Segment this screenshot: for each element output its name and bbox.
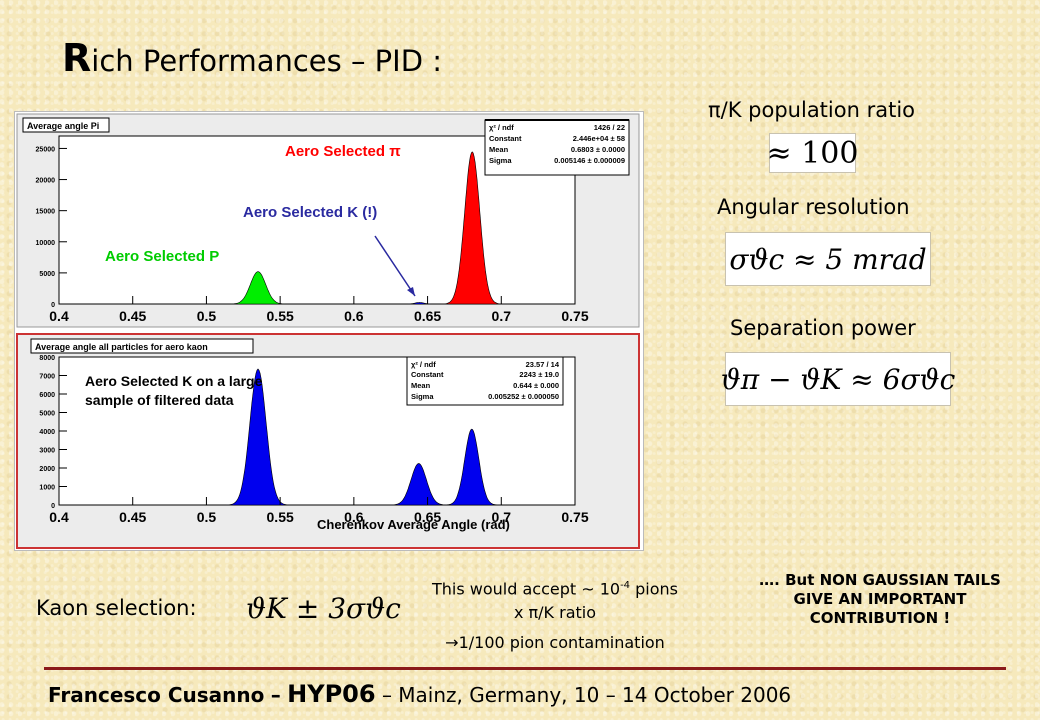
population-value-box: ≈ 100 xyxy=(766,133,859,173)
bottom-annotation-wrap: Aero Selected K on a large sample of fil… xyxy=(85,373,263,408)
bottom-stats-chi2: 23.57 / 14 xyxy=(526,360,560,369)
x-tick-label: 0.7 xyxy=(492,509,512,525)
acceptance-line-2: x π/K ratio xyxy=(513,603,597,623)
acceptance-note: This would accept ~ 10-4 pions x π/K rat… xyxy=(400,574,710,655)
separation-formula: ϑπ − ϑK ≈ 6σϑc xyxy=(720,362,956,396)
bottom-stats-constant-label: Constant xyxy=(411,370,444,379)
x-tick-label: 0.7 xyxy=(492,308,512,324)
bottom-stats-frame xyxy=(406,356,564,406)
bottom-stats-mean-label: Mean xyxy=(411,381,431,390)
x-tick-label: 0.4 xyxy=(49,308,69,324)
top-stats-chi2: 1426 / 22 xyxy=(594,123,625,132)
angular-formula-box: σϑc ≈ 5 mrad xyxy=(725,232,931,286)
footer-conference: HYP06 xyxy=(287,680,376,708)
x-tick-label: 0.45 xyxy=(119,308,146,324)
separation-label: Separation power xyxy=(730,316,916,340)
top-stats-box: χ² / ndf 1426 / 22 Constant 2.446e+04 ± … xyxy=(484,119,630,176)
y-tick-label: 0 xyxy=(51,503,55,510)
acceptance-line-1: This would accept ~ 10-4 pions xyxy=(400,574,710,601)
non-gaussian-note: …. But NON GAUSSIAN TAILS GIVE AN IMPORT… xyxy=(759,571,1001,627)
x-tick-label: 0.5 xyxy=(197,308,217,324)
y-tick-label: 7000 xyxy=(39,374,55,381)
x-tick-label: 0.65 xyxy=(414,308,441,324)
x-tick-label: 0.6 xyxy=(344,308,364,324)
acceptance-line-1-text: This would accept ~ 10 xyxy=(431,579,621,599)
y-tick-label: 1000 xyxy=(39,485,55,492)
annotation-kaon-arrowhead xyxy=(407,287,415,296)
x-tick-label: 0.5 xyxy=(197,509,217,525)
population-value: ≈ 100 xyxy=(766,135,859,171)
bottom-x-axis-label: Cherenkov Average Angle (rad) xyxy=(317,517,510,532)
bottom-stats-constant: 2243 ± 19.0 xyxy=(519,370,559,379)
x-tick-label: 0.45 xyxy=(119,509,146,525)
y-tick-label: 2000 xyxy=(39,466,55,473)
top-stats-chi2-label: χ² / ndf xyxy=(489,123,514,132)
histogram-svg: Average angle Pi 0.4 0.45 0.5 0.55 0.6 0.65 0.… xyxy=(16,113,640,549)
bottom-stats-sigma-label: Sigma xyxy=(411,392,434,401)
y-tick-label: 3000 xyxy=(39,448,55,455)
x-tick-label: 0.6 xyxy=(344,509,364,525)
y-tick-label: 5000 xyxy=(39,411,55,418)
y-tick-label: 10000 xyxy=(36,240,56,247)
separation-formula-box: ϑπ − ϑK ≈ 6σϑc xyxy=(721,352,955,406)
kaon-selection-formula: ϑK ± 3σϑc xyxy=(246,591,401,625)
annotation-kaon-arrow xyxy=(374,235,416,297)
bottom-annotation: Aero Selected K on a large sample of fil… xyxy=(85,373,263,408)
top-stats-sigma: 0.005146 ± 0.000009 xyxy=(554,156,625,165)
y-tick-label: 20000 xyxy=(36,178,56,185)
top-plot-title-box xyxy=(22,117,110,133)
angular-label: Angular resolution xyxy=(717,195,910,219)
y-tick-label: 25000 xyxy=(36,146,56,153)
y-tick-label: 0 xyxy=(51,302,55,309)
acceptance-exponent: -4 xyxy=(620,580,631,591)
angular-formula: σϑc ≈ 5 mrad xyxy=(729,242,927,276)
acceptance-line-3: →1/100 pion contamination xyxy=(445,633,665,653)
bottom-plot-title: Average angle all particles for aero kao… xyxy=(35,342,208,352)
top-stats-mean-label: Mean xyxy=(489,145,509,154)
y-tick-label: 6000 xyxy=(39,392,55,399)
top-stats-sigma-label: Sigma xyxy=(489,156,512,165)
footer-rule xyxy=(44,667,1006,670)
bottom-stats-mean: 0.644 ± 0.000 xyxy=(513,381,559,390)
footer: Francesco Cusanno – HYP06 – Mainz, Germa… xyxy=(48,680,791,708)
acceptance-line-1-end: pions xyxy=(630,579,679,599)
footer-dash: – xyxy=(270,683,281,707)
top-stats-mean: 0.6803 ± 0.0000 xyxy=(571,145,625,154)
x-tick-label: 0.65 xyxy=(414,509,441,525)
top-plot-title: Average angle Pi xyxy=(27,121,99,131)
x-tick-label: 0.4 xyxy=(49,509,69,525)
y-tick-label: 15000 xyxy=(36,209,56,216)
y-tick-label: 5000 xyxy=(39,271,55,278)
top-plot: 0.4 0.45 0.5 0.55 0.6 0.65 0.7 0.75 0 5000 10000 15… xyxy=(36,146,589,324)
top-stats-constant: 2.446e+04 ± 58 xyxy=(573,134,625,143)
peak-pi xyxy=(436,428,508,506)
annotation-pion: Aero Selected π xyxy=(285,143,401,160)
peak-pi xyxy=(434,151,511,305)
histogram-panel: Average angle Pi 0.4 0.45 0.5 0.55 0.6 0.65 0.… xyxy=(14,111,644,551)
peak-p xyxy=(219,271,297,305)
bottom-stats-sigma: 0.005252 ± 0.000050 xyxy=(488,392,559,401)
annotation-proton: Aero Selected P xyxy=(105,248,219,265)
x-tick-label: 0.55 xyxy=(267,308,294,324)
page-title: Rich Performances – PID : xyxy=(62,36,442,80)
y-tick-label: 4000 xyxy=(39,429,55,436)
top-stats-frame xyxy=(484,119,630,176)
footer-author: Francesco Cusanno xyxy=(48,683,265,707)
title-rest: ich Performances – PID : xyxy=(91,44,443,78)
kaon-selection-label: Kaon selection: xyxy=(36,596,197,620)
bottom-plot: 0.4 0.45 0.5 0.55 0.6 0.65 0.7 0.75 0 1000 2000 300… xyxy=(39,355,588,525)
annotation-kaon: Aero Selected K (!) xyxy=(243,204,377,221)
y-tick-label: 8000 xyxy=(39,355,55,362)
x-tick-label: 0.75 xyxy=(561,509,588,525)
footer-details: – Mainz, Germany, 10 – 14 October 2006 xyxy=(381,683,792,707)
bottom-stats-box: χ² / ndf 23.57 / 14 Constant 2243 ± 19.0… xyxy=(406,356,564,406)
bottom-stats-chi2-label: χ² / ndf xyxy=(411,360,436,369)
population-label: π/K population ratio xyxy=(708,98,916,122)
peak-p xyxy=(217,368,299,506)
x-tick-label: 0.55 xyxy=(267,509,294,525)
title-first-letter: R xyxy=(62,36,92,80)
x-tick-label: 0.75 xyxy=(561,308,588,324)
bottom-plot-title-box xyxy=(30,338,254,354)
top-stats-constant-label: Constant xyxy=(489,134,522,143)
